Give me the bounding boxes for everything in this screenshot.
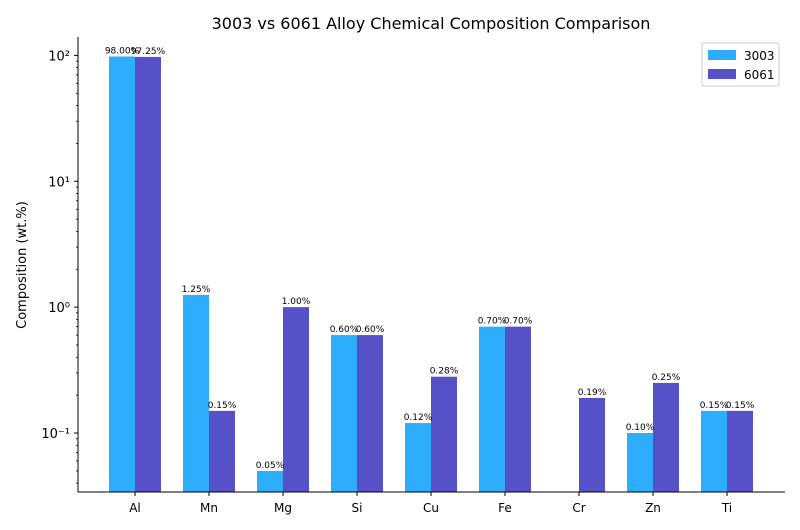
data-label-6061-Al: 97.25% (131, 47, 166, 57)
data-label-3003-Al: 98.00% (105, 46, 140, 56)
x-tick-label-Ti: Ti (721, 501, 732, 515)
data-label-6061-Cu: 0.28% (430, 367, 459, 377)
data-label-3003-Zn: 0.10% (626, 423, 655, 433)
bar-3003-Ti (701, 410, 727, 492)
data-label-6061-Fe: 0.70% (504, 317, 533, 327)
x-tick-label-Fe: Fe (498, 501, 512, 515)
data-label-6061-Mn: 0.15% (208, 401, 237, 411)
bar-6061-Al (135, 56, 161, 493)
bar-6061-Fe (505, 326, 531, 492)
x-tick-label-Cu: Cu (423, 501, 439, 515)
bar-6061-Cu (431, 376, 457, 492)
bar-6061-Si (357, 335, 383, 492)
bar-6061-Zn (653, 382, 679, 492)
data-label-3003-Ti: 0.15% (700, 401, 729, 411)
bar-6061-Cr (579, 397, 605, 492)
bars-layer (109, 56, 753, 493)
data-label-3003-Cu: 0.12% (404, 413, 433, 423)
x-tick-label-Al: Al (129, 501, 141, 515)
legend-swatch-6061 (708, 69, 736, 79)
bar-3003-Cu (405, 423, 431, 492)
legend-swatch-3003 (708, 50, 736, 60)
chart-title: 3003 vs 6061 Alloy Chemical Composition … (212, 14, 651, 33)
data-label-6061-Zn: 0.25% (652, 373, 681, 383)
y-axis-label: Composition (wt.%) (15, 201, 30, 329)
legend: 3003 6061 (701, 42, 780, 87)
bar-6061-Mn (209, 410, 235, 492)
bar-6061-Ti (727, 410, 753, 492)
bar-3003-Al (109, 56, 135, 493)
data-label-3003-Si: 0.60% (330, 325, 359, 335)
bar-3003-Mg (257, 470, 283, 492)
x-tick-label-Mn: Mn (200, 501, 218, 515)
data-label-3003-Fe: 0.70% (478, 317, 507, 327)
bar-6061-Mg (283, 307, 309, 492)
x-tick-label-Mg: Mg (274, 501, 292, 515)
bar-3003-Zn (627, 433, 653, 492)
bar-3003-Fe (479, 326, 505, 492)
legend-label-6061: 6061 (744, 68, 775, 82)
x-tick-label-Cr: Cr (572, 501, 585, 515)
y-tick-label-1: 10⁰ (48, 301, 70, 316)
bar-3003-Mn (183, 294, 209, 492)
y-tick-label-0: 10⁻¹ (41, 427, 70, 442)
data-label-6061-Mg: 1.00% (282, 297, 311, 307)
data-label-3003-Mg: 0.05% (256, 461, 285, 471)
x-tick-label-Zn: Zn (645, 501, 661, 515)
x-tick-label-Si: Si (352, 501, 363, 515)
y-tick-label-3: 10² (48, 49, 70, 64)
bar-3003-Si (331, 335, 357, 492)
data-label-3003-Mn: 1.25% (182, 285, 211, 295)
data-label-6061-Si: 0.60% (356, 325, 385, 335)
axes-layer: Al Mn Mg Si Cu Fe Cr Zn Ti 10⁻¹ 10⁰ 10¹ 10² (41, 37, 785, 515)
data-labels-layer: 98.00% 1.25% 0.05% 0.60% 0.12% 0.70% 0.10% 0.15… (105, 46, 755, 470)
legend-label-3003: 3003 (744, 49, 775, 63)
y-tick-label-2: 10¹ (48, 175, 70, 190)
data-label-6061-Cr: 0.19% (578, 388, 607, 398)
data-label-6061-Ti: 0.15% (726, 401, 755, 411)
